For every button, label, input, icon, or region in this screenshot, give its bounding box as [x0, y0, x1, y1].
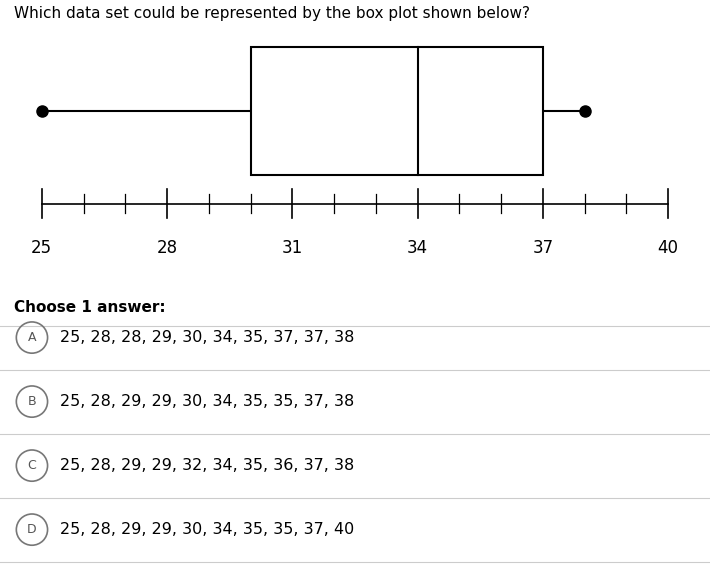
Text: 37: 37 — [532, 239, 554, 257]
Text: 25, 28, 29, 29, 32, 34, 35, 36, 37, 38: 25, 28, 29, 29, 32, 34, 35, 36, 37, 38 — [60, 458, 354, 473]
Text: Choose 1 answer:: Choose 1 answer: — [14, 300, 166, 315]
Text: Which data set could be represented by the box plot shown below?: Which data set could be represented by t… — [14, 6, 530, 21]
Text: 25, 28, 29, 29, 30, 34, 35, 35, 37, 38: 25, 28, 29, 29, 30, 34, 35, 35, 37, 38 — [60, 394, 354, 409]
Text: C: C — [28, 459, 36, 472]
Text: 25, 28, 28, 29, 30, 34, 35, 37, 37, 38: 25, 28, 28, 29, 30, 34, 35, 37, 37, 38 — [60, 330, 355, 345]
Text: 40: 40 — [657, 239, 679, 257]
Text: 31: 31 — [282, 239, 303, 257]
Text: 25: 25 — [31, 239, 53, 257]
Text: B: B — [28, 395, 36, 408]
Text: D: D — [27, 523, 37, 536]
Text: 25, 28, 29, 29, 30, 34, 35, 35, 37, 40: 25, 28, 29, 29, 30, 34, 35, 35, 37, 40 — [60, 522, 354, 537]
Text: 34: 34 — [407, 239, 428, 257]
Bar — [251, 47, 543, 175]
Text: 28: 28 — [156, 239, 178, 257]
Text: A: A — [28, 331, 36, 344]
